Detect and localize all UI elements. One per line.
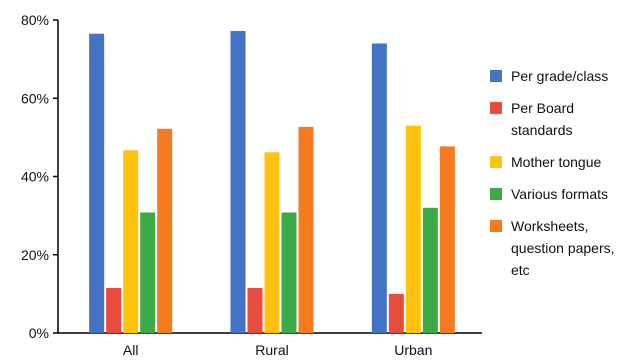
y-axis-ticks: 0% 20% 40% 60% 80% bbox=[21, 12, 58, 341]
bar bbox=[298, 126, 314, 333]
legend-swatch bbox=[490, 156, 502, 168]
x-tick-label: All bbox=[123, 342, 139, 358]
bar bbox=[140, 212, 156, 333]
bar bbox=[422, 207, 438, 333]
bar bbox=[388, 293, 404, 333]
legend-swatch bbox=[490, 70, 502, 82]
x-tick-label: Urban bbox=[394, 342, 432, 358]
bar bbox=[230, 30, 246, 334]
bars bbox=[89, 30, 455, 334]
bar bbox=[405, 125, 421, 333]
bar bbox=[89, 33, 105, 333]
legend-label: Per Board standards bbox=[511, 100, 574, 138]
legend-label: Various formats bbox=[511, 186, 608, 202]
x-axis-ticks: All Rural Urban bbox=[123, 342, 433, 358]
y-tick-label: 60% bbox=[21, 90, 49, 106]
legend-label: Mother tongue bbox=[511, 154, 601, 170]
legend-swatch bbox=[490, 220, 502, 232]
y-tick-label: 40% bbox=[21, 169, 49, 185]
bar bbox=[439, 146, 455, 333]
bar bbox=[123, 150, 139, 333]
legend-label: Per grade/class bbox=[511, 68, 608, 84]
x-tick-label: Rural bbox=[255, 342, 288, 358]
y-tick-label: 0% bbox=[29, 325, 49, 341]
bar bbox=[371, 43, 387, 333]
bar bbox=[281, 212, 297, 333]
bar bbox=[106, 288, 122, 333]
bar bbox=[264, 152, 280, 333]
bar bbox=[247, 288, 263, 333]
legend-swatch bbox=[490, 188, 502, 200]
legend-label: Worksheets, question papers, etc bbox=[511, 218, 615, 278]
y-tick-label: 20% bbox=[21, 247, 49, 263]
legend: Per grade/class Per Board standards Mother … bbox=[490, 68, 615, 278]
y-tick-label: 80% bbox=[21, 12, 49, 28]
bar bbox=[157, 128, 173, 333]
legend-swatch bbox=[490, 102, 502, 114]
